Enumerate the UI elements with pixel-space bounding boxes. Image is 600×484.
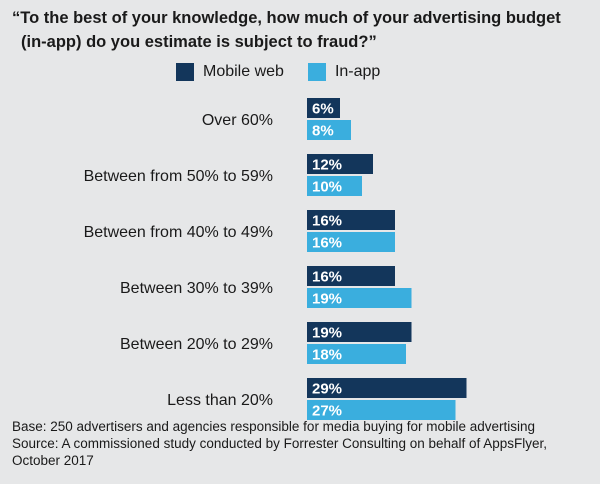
bar-value-in-app-less-than-20: 27% [312, 403, 342, 420]
bar-chart: Over 60% 6% 8% Between from 50% to 59% 12% 10… [84, 98, 467, 420]
bar-mobile-web-between-20-to-29 [307, 322, 412, 342]
legend-swatch-in-app [307, 63, 326, 81]
bar-mobile-web-between-from-40-to-49 [307, 210, 395, 230]
legend-swatch-mobile-web [176, 63, 194, 81]
chart-title: “To the best of your knowledge, how much… [12, 6, 592, 54]
bar-in-app-over-60 [307, 120, 351, 140]
category-label-over-60: Over 60% [202, 112, 273, 129]
bar-value-in-app-between-30-to-39: 19% [312, 291, 342, 308]
bar-value-mobile-web-less-than-20: 29% [312, 381, 342, 398]
legend-item-mobile-web: Mobile web [176, 63, 284, 81]
chart-title-line-2: (in-app) do you estimate is subject to f… [21, 33, 377, 51]
bar-mobile-web-over-60 [307, 98, 340, 118]
bar-in-app-between-from-50-to-59 [307, 176, 362, 196]
bar-in-app-between-30-to-39 [307, 288, 412, 308]
bar-value-mobile-web-over-60: 6% [312, 101, 334, 118]
footer-source-line-1: Source: A commissioned study conducted b… [12, 436, 548, 451]
legend-label-mobile-web: Mobile web [203, 63, 284, 80]
legend-label-in-app: In-app [334, 63, 381, 80]
category-label-between-from-50-to-59: Between from 50% to 59% [84, 168, 273, 185]
bar-mobile-web-between-30-to-39 [307, 266, 395, 286]
bar-value-in-app-between-20-to-29: 18% [312, 347, 342, 364]
chart-footer: Base: 250 advertisers and agencies respo… [12, 418, 597, 469]
chart-title-line-1: “To the best of your knowledge, how much… [12, 9, 561, 27]
bar-value-in-app-over-60: 8% [312, 123, 334, 140]
bar-in-app-between-from-40-to-49 [307, 232, 395, 252]
footer-base-note: Base: 250 advertisers and agencies respo… [12, 419, 536, 434]
footer-source-line-2: October 2017 [12, 453, 94, 468]
bar-value-in-app-between-from-40-to-49: 16% [312, 235, 342, 252]
bar-in-app-between-20-to-29 [307, 344, 406, 364]
chart-legend: Mobile web In-app [176, 63, 404, 81]
bar-value-mobile-web-between-from-40-to-49: 16% [312, 213, 342, 230]
bar-mobile-web-between-from-50-to-59 [307, 154, 373, 174]
category-label-between-30-to-39: Between 30% to 39% [120, 280, 273, 297]
category-label-between-20-to-29: Between 20% to 29% [120, 336, 273, 353]
bar-value-in-app-between-from-50-to-59: 10% [312, 179, 342, 196]
bar-value-mobile-web-between-30-to-39: 16% [312, 269, 342, 286]
category-label-less-than-20: Less than 20% [167, 392, 273, 409]
bar-value-mobile-web-between-20-to-29: 19% [312, 325, 342, 342]
bar-in-app-less-than-20 [307, 400, 456, 420]
legend-item-in-app: In-app [307, 63, 381, 81]
category-label-between-from-40-to-49: Between from 40% to 49% [84, 224, 273, 241]
bar-mobile-web-less-than-20 [307, 378, 467, 398]
bar-value-mobile-web-between-from-50-to-59: 12% [312, 157, 342, 174]
